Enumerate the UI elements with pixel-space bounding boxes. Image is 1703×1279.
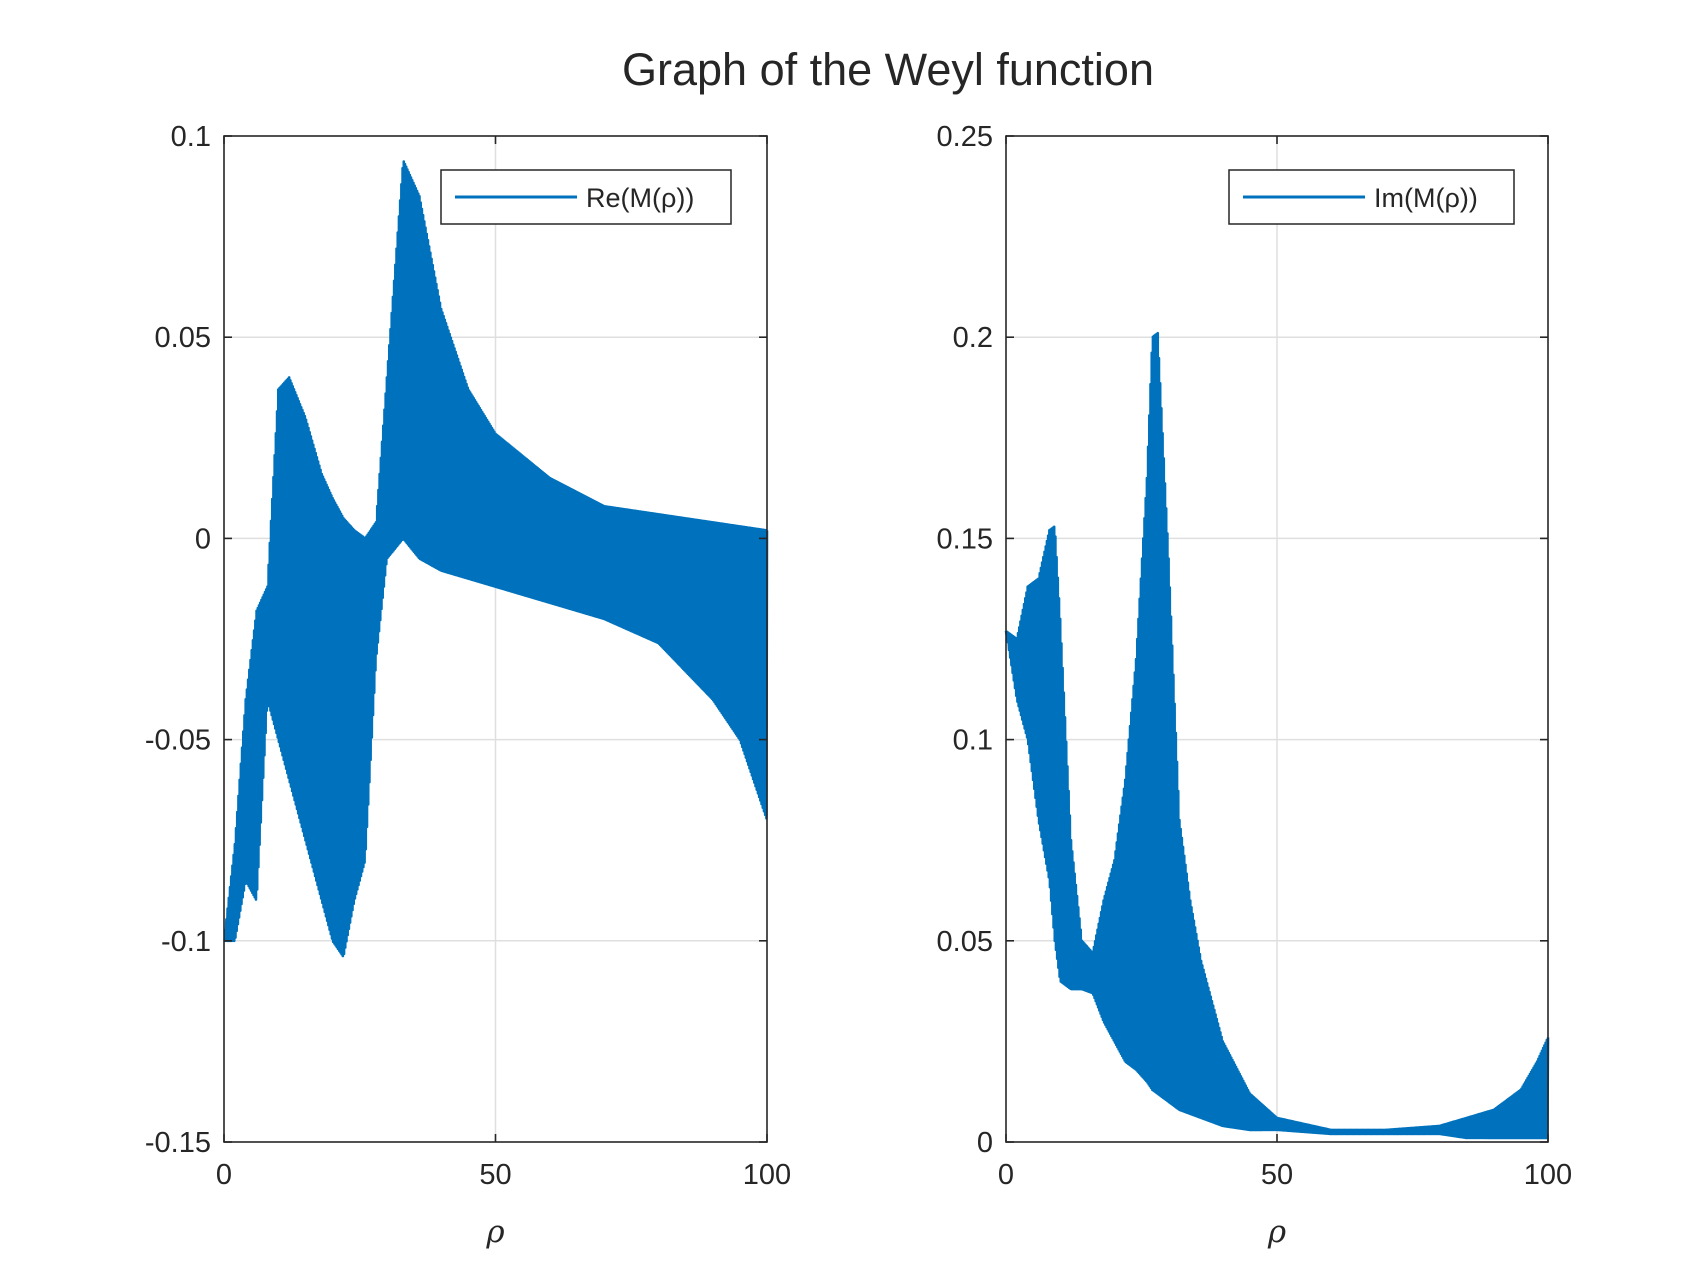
series-line [1004,331,1550,1140]
y-tick-label: 0.05 [937,926,993,958]
y-tick-label: 0.15 [937,523,993,555]
axes-right-imag-part: 0 50 100 0 0.05 0.1 0.15 0.2 0.25 ρ Im(M(ρ)) [937,121,1573,1250]
y-tick-label: -0.05 [145,725,211,757]
y-tick-label: -0.1 [161,926,211,958]
x-tick-label: 50 [1261,1159,1293,1191]
axes-left-real-part: 0 50 100 -0.15 -0.1 -0.05 0 0.05 0.1 ρ Re(M(ρ)) [145,121,791,1250]
y-tick-label: 0.1 [953,725,993,757]
x-tick-label: 50 [479,1159,511,1191]
figure-title: Graph of the Weyl function [622,44,1154,95]
y-tick-label: 0.05 [155,322,211,354]
x-axis-label: ρ [485,1214,504,1250]
x-tick-label: 0 [216,1159,232,1191]
legend: Re(M(ρ)) [440,169,732,225]
y-tick-label: 0 [195,523,211,555]
y-tick-label: 0 [977,1127,993,1159]
x-tick-label: 100 [743,1159,791,1191]
legend: Im(M(ρ)) [1228,169,1515,225]
x-tick-label: 0 [998,1159,1014,1191]
legend-entry: Re(M(ρ)) [586,183,694,213]
y-tick-label: 0.2 [953,322,993,354]
y-tick-label: 0.1 [171,121,211,153]
y-tick-label: 0.25 [937,121,993,153]
x-tick-label: 100 [1524,1159,1572,1191]
x-axis-label: ρ [1267,1214,1286,1250]
legend-entry: Im(M(ρ)) [1374,183,1478,213]
y-tick-label: -0.15 [145,1127,211,1159]
series-line [223,160,769,958]
